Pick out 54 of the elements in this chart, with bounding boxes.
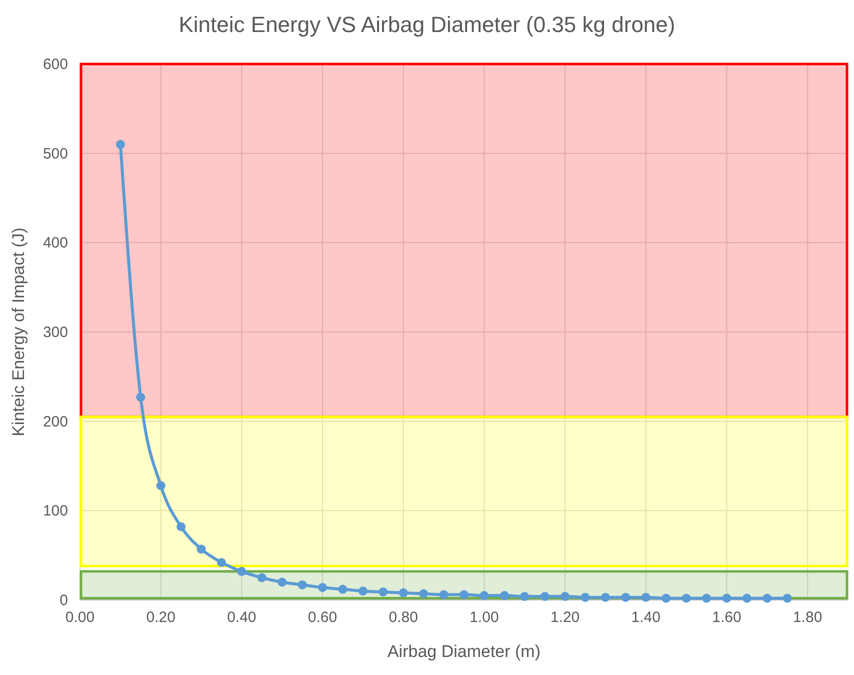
y-tick-label: 400	[42, 234, 68, 252]
point	[136, 392, 146, 402]
x-tick-label: 1.00	[470, 609, 499, 626]
point	[702, 594, 712, 603]
point	[278, 578, 287, 587]
point	[500, 591, 509, 600]
y-tick-label: 600	[42, 56, 68, 73]
point	[216, 558, 226, 567]
point	[621, 592, 630, 602]
point	[580, 592, 590, 602]
point	[742, 594, 752, 603]
y-tick-label: 500	[42, 145, 68, 162]
y-tick-label: 300	[42, 324, 68, 341]
x-tick-label: 1.80	[792, 609, 822, 626]
point	[682, 594, 691, 603]
x-tick-label: 0.40	[227, 609, 256, 626]
point	[378, 587, 388, 596]
point	[116, 140, 125, 149]
point	[196, 544, 206, 554]
point	[156, 481, 166, 490]
point	[318, 582, 328, 592]
x-tick-label: 1.20	[550, 609, 580, 626]
point	[257, 573, 266, 582]
point	[662, 594, 671, 603]
point	[338, 584, 348, 594]
x-tick-label: 1.60	[712, 609, 742, 626]
x-axis-title: Airbag Diameter (m)	[387, 642, 541, 661]
point	[641, 592, 650, 602]
point	[540, 592, 550, 601]
x-tick-label: 0.00	[65, 609, 95, 626]
point	[358, 586, 368, 596]
point	[722, 594, 732, 603]
point	[560, 592, 570, 601]
point	[460, 590, 468, 600]
point	[419, 589, 428, 598]
point	[782, 594, 792, 603]
y-axis-title: Kinteic Energy of Impact (J)	[9, 228, 28, 436]
point	[762, 594, 772, 603]
y-tick-label: 100	[42, 502, 68, 520]
point	[520, 592, 530, 601]
x-tick-label: 0.60	[308, 609, 338, 626]
x-tick-label: 0.20	[146, 609, 176, 626]
y-tick-label: 0	[60, 592, 68, 609]
point	[298, 580, 307, 590]
chart-title: Kinteic Energy VS Airbag Diameter (0.35 kg drone)	[178, 12, 676, 37]
point	[480, 591, 489, 600]
point	[176, 522, 186, 532]
x-tick-label: 1.40	[631, 609, 660, 626]
point	[398, 588, 408, 598]
point	[600, 592, 610, 602]
x-tick-label: 0.80	[388, 609, 418, 626]
y-tick-label: 200	[42, 413, 68, 430]
point	[237, 566, 246, 576]
point	[439, 590, 448, 600]
